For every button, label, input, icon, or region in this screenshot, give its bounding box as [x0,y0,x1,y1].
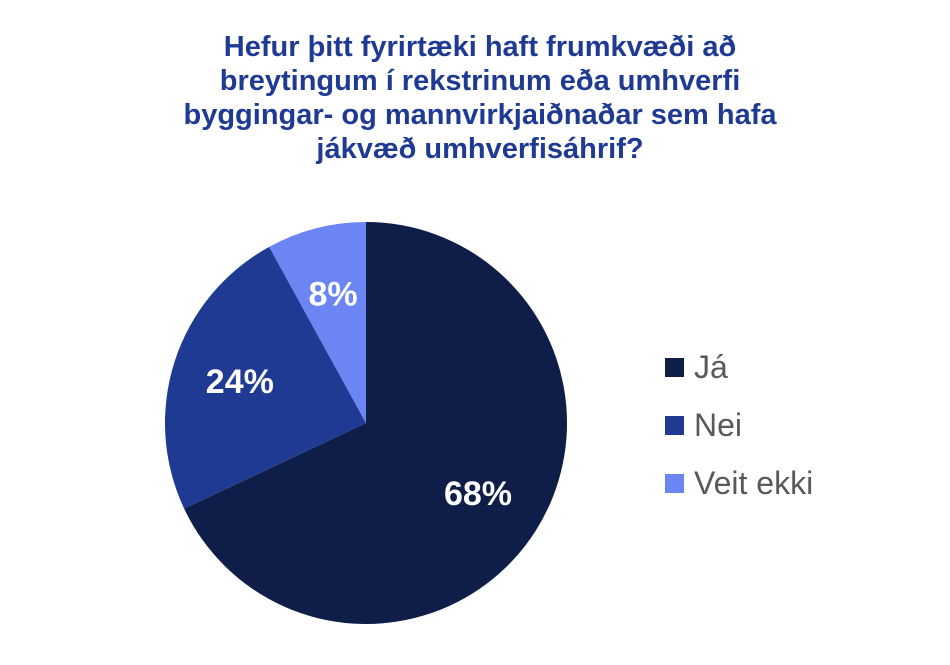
chart-title: Hefur þitt fyrirtæki haft frumkvæði að b… [100,30,860,166]
legend-swatch-ja [665,357,684,377]
legend-swatch-veit-ekki [665,473,684,493]
chart-title-line: jákvæð umhverfisáhrif? [316,133,644,165]
chart-title-line: byggingar- og mannvirkjaiðnaðar sem hafa [183,99,777,131]
slice-nei [165,246,366,509]
chart-legend: Já Nei Veit ekki [665,338,813,512]
chart-title-line: breytingum í rekstrinum eða umhverfi [219,65,741,97]
legend-swatch-nei [665,415,684,435]
legend-item-nei: Nei [665,396,813,454]
data-label-veit-ekki: 8% [308,276,357,314]
legend-item-veit-ekki: Veit ekki [665,454,813,512]
slice-ja [184,222,567,624]
slice-veit-ekki [269,222,366,423]
legend-label-veit-ekki: Veit ekki [694,464,814,501]
legend-label-nei: Nei [694,406,743,443]
chart-title-line: Hefur þitt fyrirtæki haft frumkvæði að [223,31,737,63]
data-label-ja: 68% [444,475,512,513]
data-label-nei: 24% [206,363,274,401]
legend-label-ja: Já [694,348,728,385]
legend-item-ja: Já [665,338,813,396]
